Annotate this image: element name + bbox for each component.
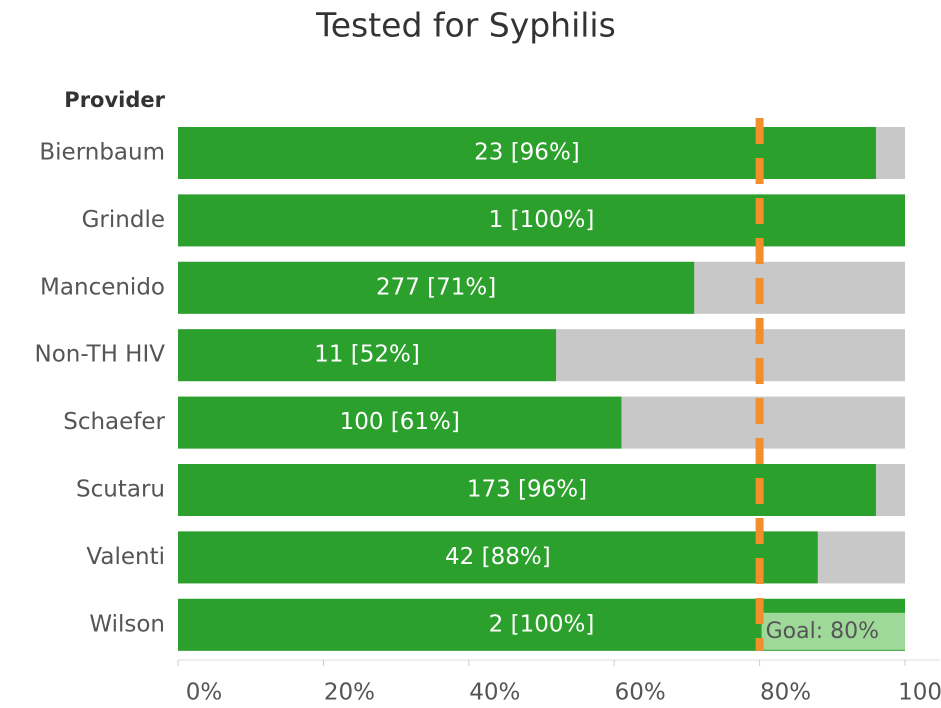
value-label: 277 [71%] (376, 274, 496, 300)
y-tick-label: Non-TH HIV (34, 342, 165, 368)
x-tick-label: 0% (186, 680, 223, 706)
goal-label-box (761, 612, 905, 650)
y-tick-label: Biernbaum (39, 140, 165, 166)
value-label: 11 [52%] (314, 342, 420, 368)
value-label: 173 [96%] (467, 477, 587, 503)
x-tick-label: 100% (898, 680, 941, 706)
y-axis-title: Provider (64, 88, 165, 112)
y-tick-label: Grindle (82, 207, 165, 233)
bar (178, 194, 905, 247)
y-tick-label: Scutaru (76, 477, 165, 503)
bar (178, 396, 622, 449)
x-tick-label: 60% (615, 680, 666, 706)
goal-label: Goal: 80% (766, 619, 879, 644)
y-tick-label: Wilson (89, 611, 165, 637)
y-tick-label: Mancenido (40, 274, 165, 300)
value-label: 42 [88%] (445, 544, 551, 570)
value-label: 23 [96%] (474, 140, 580, 166)
value-label: 1 [100%] (489, 207, 595, 233)
value-label: 2 [100%] (489, 611, 595, 637)
bar (178, 261, 695, 314)
x-tick-label: 40% (469, 680, 520, 706)
x-tick-label: 20% (324, 680, 375, 706)
chart-title: Tested for Syphilis (315, 6, 616, 45)
bar (178, 329, 557, 382)
x-tick-label: 80% (760, 680, 811, 706)
bar (178, 531, 818, 584)
value-label: 100 [61%] (340, 409, 460, 435)
y-tick-label: Schaefer (63, 409, 165, 435)
y-tick-label: Valenti (86, 544, 165, 570)
